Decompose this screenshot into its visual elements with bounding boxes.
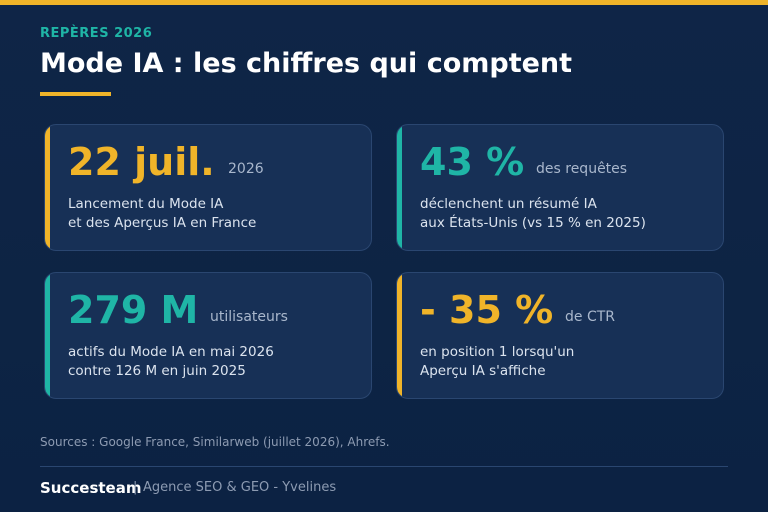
title-underline bbox=[40, 92, 111, 96]
page-title: Mode IA : les chiffres qui comptent bbox=[40, 48, 573, 79]
card-accent-bar bbox=[397, 273, 402, 398]
top-accent-bar bbox=[0, 0, 768, 5]
stat-description-line: Lancement du Mode IA bbox=[68, 196, 224, 212]
footer-divider bbox=[40, 466, 728, 467]
stat-description-line: actifs du Mode IA en mai 2026 bbox=[68, 344, 274, 360]
stat-card-launch: 22 juil. 2026 Lancement du Mode IA et de… bbox=[44, 124, 372, 251]
stat-description-line: Aperçu IA s'affiche bbox=[420, 363, 546, 379]
stat-card-ctr: - 35 % de CTR en position 1 lorsqu'un Ap… bbox=[396, 272, 724, 399]
brand-separator: | bbox=[133, 480, 138, 495]
stat-unit: de CTR bbox=[565, 309, 616, 325]
sources-note: Sources : Google France, Similarweb (jui… bbox=[40, 435, 390, 449]
stat-description: Lancement du Mode IA et des Aperçus IA e… bbox=[68, 195, 256, 233]
stat-description: déclenchent un résumé IA aux États-Unis … bbox=[420, 195, 646, 233]
stat-description-line: en position 1 lorsqu'un bbox=[420, 344, 575, 360]
stat-unit: utilisateurs bbox=[210, 309, 288, 325]
stat-description-line: et des Aperçus IA en France bbox=[68, 215, 257, 231]
stat-card-queries: 43 % des requêtes déclenchent un résumé … bbox=[396, 124, 724, 251]
stat-description: actifs du Mode IA en mai 2026 contre 126… bbox=[68, 343, 274, 381]
stat-description-line: déclenchent un résumé IA bbox=[420, 196, 597, 212]
stat-unit: des requêtes bbox=[536, 161, 628, 177]
card-accent-bar bbox=[45, 273, 50, 398]
card-accent-bar bbox=[45, 125, 50, 250]
stat-value: - 35 % bbox=[420, 288, 554, 332]
stat-unit: 2026 bbox=[228, 161, 264, 177]
stat-value: 43 % bbox=[420, 140, 525, 184]
stat-card-users: 279 M utilisateurs actifs du Mode IA en … bbox=[44, 272, 372, 399]
brand-name: Succesteam bbox=[40, 479, 142, 497]
stat-value: 279 M bbox=[68, 288, 199, 332]
stat-description-line: contre 126 M en juin 2025 bbox=[68, 363, 246, 379]
card-accent-bar bbox=[397, 125, 402, 250]
eyebrow-label: REPÈRES 2026 bbox=[40, 26, 153, 41]
stat-description-line: aux États-Unis (vs 15 % en 2025) bbox=[420, 215, 646, 231]
stat-description: en position 1 lorsqu'un Aperçu IA s'affi… bbox=[420, 343, 574, 381]
stat-value: 22 juil. bbox=[68, 140, 215, 184]
brand-tagline: Agence SEO & GEO - Yvelines bbox=[143, 480, 337, 495]
